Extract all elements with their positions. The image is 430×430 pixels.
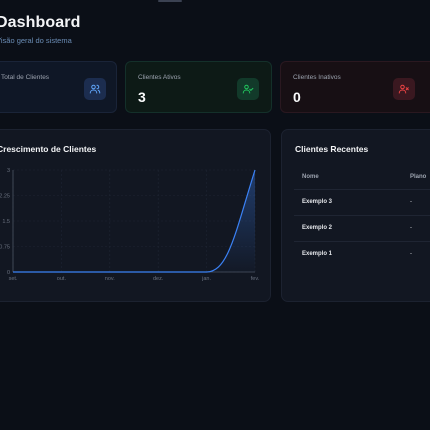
chart-title: Crescimento de Clientes	[0, 144, 97, 154]
user-check-icon	[237, 78, 259, 100]
client-plan: -	[410, 199, 412, 205]
client-name: Exemplo 2	[302, 225, 333, 231]
stat-label: Total de Clientes	[1, 74, 50, 81]
users-icon	[84, 78, 106, 100]
column-header-name: Nome	[302, 174, 319, 180]
series-line	[13, 169, 256, 273]
topbar-indicator	[158, 0, 182, 2]
stat-label: Clientes Inativos	[293, 74, 341, 81]
page-title: Dashboard	[0, 14, 81, 31]
x-tick-label: jan.	[201, 276, 211, 282]
y-tick-label: 0.75	[0, 245, 10, 251]
x-tick-label: nov.	[105, 276, 115, 282]
stat-label: Clientes Ativos	[138, 74, 181, 81]
stat-value: 3	[138, 89, 146, 105]
x-tick-label: fev.	[251, 276, 260, 282]
client-name: Exemplo 3	[302, 199, 333, 205]
growth-chart-panel: Crescimento de Clientes	[0, 129, 271, 302]
client-name: Exemplo 1	[302, 251, 333, 257]
series-area	[13, 170, 255, 272]
stat-card-active-clients: Clientes Ativos 3	[125, 61, 272, 113]
table-row[interactable]: Exemplo 2 -	[294, 215, 430, 242]
x-tick-label: out.	[57, 276, 67, 282]
y-tick-label: 2.25	[0, 194, 10, 200]
y-tick-label: 1.5	[2, 219, 10, 225]
user-x-icon	[393, 78, 415, 100]
page-subtitle: Visão geral do sistema	[0, 36, 72, 45]
y-tick-label: 3	[7, 168, 10, 174]
stat-card-inactive-clients: Clientes Inativos 0	[280, 61, 430, 113]
client-plan: -	[410, 251, 412, 257]
stat-value: 0	[293, 89, 301, 105]
y-tick-label: 0	[7, 270, 10, 276]
client-plan: -	[410, 225, 412, 231]
column-header-plan: Plano	[410, 174, 427, 180]
recent-clients-title: Clientes Recentes	[295, 144, 369, 154]
x-tick-label: dez.	[153, 276, 164, 282]
table-row[interactable]: Exemplo 3 -	[294, 189, 430, 216]
stat-card-total-clients: Total de Clientes	[0, 61, 117, 113]
x-tick-label: set.	[9, 276, 18, 282]
table-row[interactable]: Exemplo 1 -	[294, 241, 430, 268]
